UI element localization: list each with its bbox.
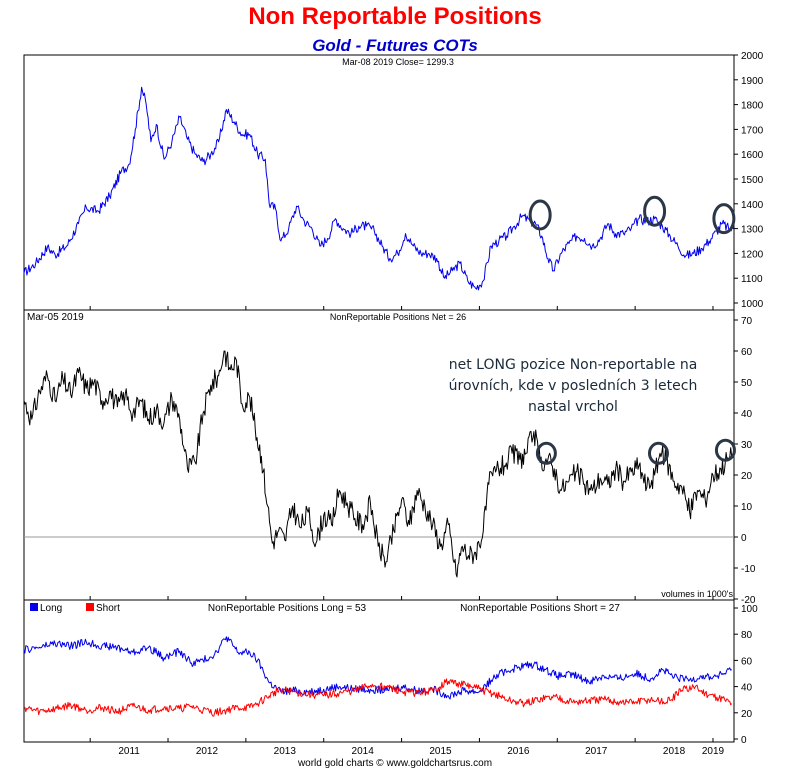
price-panel-header: Mar-08 2019 Close= 1299.3 xyxy=(342,57,454,67)
price-y-tick-label: 1300 xyxy=(741,225,764,236)
legend-short-swatch xyxy=(86,603,94,611)
legend-long-label: Long xyxy=(40,603,62,614)
highlight-circle xyxy=(535,441,557,465)
short-panel-header: NonReportable Positions Short = 27 xyxy=(460,603,620,614)
volume-note: volumes in 1000's xyxy=(661,589,733,599)
annotation-line: net LONG pozice Non-reportable na xyxy=(448,357,698,373)
highlight-circle xyxy=(714,438,736,462)
net-y-tick-label: -20 xyxy=(741,595,756,606)
net-y-tick-label: 20 xyxy=(741,471,753,482)
net-positions-line xyxy=(23,350,733,578)
price-y-tick-label: 1900 xyxy=(741,76,764,87)
highlight-circle xyxy=(647,441,669,465)
net-y-tick-label: 30 xyxy=(741,440,753,451)
long-short-y-tick-label: 60 xyxy=(741,656,753,667)
axis-ticks: 1000110012001300140015001600170018001900… xyxy=(24,51,764,757)
price-y-tick-label: 1200 xyxy=(741,249,764,260)
x-tick-label: 2012 xyxy=(196,746,219,757)
gold-price-line xyxy=(23,86,735,291)
legend: Long Short xyxy=(30,603,120,614)
legend-long-swatch xyxy=(30,603,38,611)
long-short-y-tick-label: 0 xyxy=(741,735,747,746)
annotation-line: úrovních, kde v posledních 3 letech xyxy=(448,378,698,394)
x-tick-label: 2014 xyxy=(352,746,375,757)
price-y-tick-label: 1600 xyxy=(741,150,764,161)
series-lines xyxy=(23,86,735,717)
x-tick-label: 2019 xyxy=(702,746,725,757)
highlight-circle xyxy=(712,203,736,235)
long-short-y-tick-label: 40 xyxy=(741,683,753,694)
price-y-tick-label: 1100 xyxy=(741,274,763,285)
x-tick-label: 2016 xyxy=(507,746,530,757)
short-positions-line xyxy=(23,678,733,717)
x-tick-label: 2015 xyxy=(429,746,452,757)
price-y-tick-label: 1700 xyxy=(741,125,764,136)
net-panel-header: NonReportable Positions Net = 26 xyxy=(330,312,466,322)
net-y-tick-label: 0 xyxy=(741,533,747,544)
panel-headers: Mar-08 2019 Close= 1299.3 Mar-05 2019 No… xyxy=(27,57,733,614)
annotation-line: nastal vrchol xyxy=(528,399,618,415)
net-y-tick-label: 40 xyxy=(741,409,753,420)
net-y-tick-label: 50 xyxy=(741,378,753,389)
x-tick-label: 2017 xyxy=(585,746,608,757)
net-panel-frame xyxy=(23,309,735,601)
long-short-y-tick-label: 20 xyxy=(741,709,753,720)
long-short-panel-frame xyxy=(23,599,735,743)
long-positions-line xyxy=(23,636,732,700)
price-y-tick-label: 1800 xyxy=(741,101,764,112)
long-short-y-tick-label: 80 xyxy=(741,630,753,641)
highlight-circle xyxy=(528,199,552,231)
net-panel-date: Mar-05 2019 xyxy=(27,312,84,323)
net-y-tick-label: 70 xyxy=(741,316,753,327)
credit-text: world gold charts © www.goldchartsrus.co… xyxy=(297,758,493,769)
annotation-text: net LONG pozice Non-reportable na úrovní… xyxy=(438,355,708,418)
net-y-tick-label: 60 xyxy=(741,347,753,358)
highlight-circles xyxy=(528,195,736,465)
chart-title: Non Reportable Positions xyxy=(248,3,542,30)
price-y-tick-label: 2000 xyxy=(741,51,764,62)
chart-subtitle: Gold - Futures COTs xyxy=(312,36,478,55)
x-tick-label: 2018 xyxy=(663,746,686,757)
net-y-tick-label: 10 xyxy=(741,502,753,513)
price-y-tick-label: 1400 xyxy=(741,200,764,211)
price-y-tick-label: 1500 xyxy=(741,175,764,186)
legend-short-label: Short xyxy=(96,603,120,614)
price-panel-frame xyxy=(23,54,735,311)
net-y-tick-label: -10 xyxy=(741,564,756,575)
x-tick-label: 2013 xyxy=(274,746,297,757)
price-y-tick-label: 1000 xyxy=(741,299,764,310)
x-tick-label: 2011 xyxy=(118,746,140,757)
long-panel-header: NonReportable Positions Long = 53 xyxy=(208,603,367,614)
long-short-y-tick-label: 100 xyxy=(741,604,758,615)
highlight-circle xyxy=(643,195,667,227)
